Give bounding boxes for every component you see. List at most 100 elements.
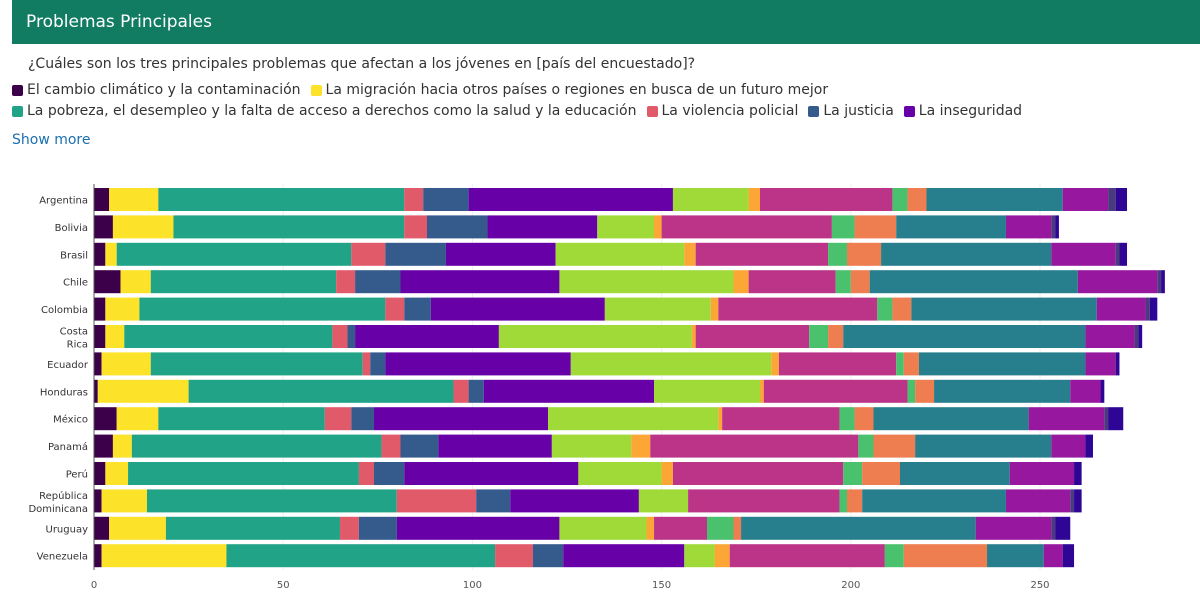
bar-segment[interactable] bbox=[555, 242, 685, 266]
bar-segment[interactable] bbox=[324, 407, 352, 431]
bar-segment[interactable] bbox=[1028, 407, 1105, 431]
bar-segment[interactable] bbox=[94, 407, 117, 431]
bar-segment[interactable] bbox=[843, 325, 1086, 348]
bar-segment[interactable] bbox=[672, 188, 749, 211]
bar-segment[interactable] bbox=[94, 516, 110, 540]
bar-segment[interactable] bbox=[1085, 352, 1116, 376]
bar-segment[interactable] bbox=[404, 215, 427, 239]
bar-segment[interactable] bbox=[1074, 462, 1082, 485]
bar-segment[interactable] bbox=[105, 242, 117, 266]
bar-segment[interactable] bbox=[850, 270, 870, 294]
bar-segment[interactable] bbox=[476, 489, 511, 513]
bar-segment[interactable] bbox=[1100, 379, 1105, 403]
bar-segment[interactable] bbox=[351, 407, 375, 431]
bar-segment[interactable] bbox=[94, 379, 98, 403]
bar-segment[interactable] bbox=[707, 516, 734, 540]
bar-segment[interactable] bbox=[881, 242, 1052, 266]
bar-segment[interactable] bbox=[654, 516, 708, 540]
bar-segment[interactable] bbox=[1070, 489, 1075, 513]
bar-segment[interactable] bbox=[94, 270, 121, 294]
bar-segment[interactable] bbox=[94, 462, 106, 485]
bar-segment[interactable] bbox=[839, 489, 848, 513]
bar-segment[interactable] bbox=[718, 297, 878, 321]
bar-segment[interactable] bbox=[915, 379, 935, 403]
bar-segment[interactable] bbox=[165, 516, 340, 540]
bar-segment[interactable] bbox=[226, 544, 496, 568]
bar-segment[interactable] bbox=[1077, 270, 1158, 294]
bar-segment[interactable] bbox=[1062, 188, 1109, 211]
bar-segment[interactable] bbox=[771, 352, 779, 376]
bar-segment[interactable] bbox=[551, 434, 632, 458]
bar-segment[interactable] bbox=[188, 379, 454, 403]
legend-item[interactable]: La migración hacia otros países o region… bbox=[310, 82, 828, 98]
bar-segment[interactable] bbox=[661, 215, 832, 239]
bar-segment[interactable] bbox=[835, 270, 851, 294]
bar-segment[interactable] bbox=[101, 544, 227, 568]
bar-segment[interactable] bbox=[934, 379, 1071, 403]
bar-segment[interactable] bbox=[97, 379, 189, 403]
bar-segment[interactable] bbox=[1134, 325, 1139, 348]
bar-segment[interactable] bbox=[831, 215, 855, 239]
bar-segment[interactable] bbox=[468, 188, 673, 211]
bar-segment[interactable] bbox=[128, 462, 359, 485]
legend-item[interactable]: La inseguridad bbox=[903, 103, 1022, 119]
bar-segment[interactable] bbox=[907, 188, 927, 211]
bar-segment[interactable] bbox=[445, 242, 556, 266]
bar-segment[interactable] bbox=[763, 379, 908, 403]
bar-segment[interactable] bbox=[1108, 188, 1116, 211]
bar-segment[interactable] bbox=[362, 352, 371, 376]
bar-segment[interactable] bbox=[101, 489, 147, 513]
bar-segment[interactable] bbox=[828, 242, 848, 266]
bar-segment[interactable] bbox=[695, 242, 829, 266]
bar-segment[interactable] bbox=[487, 215, 598, 239]
bar-segment[interactable] bbox=[570, 352, 772, 376]
bar-segment[interactable] bbox=[355, 270, 401, 294]
bar-segment[interactable] bbox=[101, 352, 151, 376]
bar-segment[interactable] bbox=[124, 325, 333, 348]
bar-segment[interactable] bbox=[453, 379, 469, 403]
bar-segment[interactable] bbox=[94, 297, 106, 321]
bar-segment[interactable] bbox=[426, 215, 488, 239]
bar-segment[interactable] bbox=[869, 270, 1078, 294]
bar-segment[interactable] bbox=[858, 434, 874, 458]
bar-segment[interactable] bbox=[877, 297, 893, 321]
bar-segment[interactable] bbox=[578, 462, 662, 485]
bar-segment[interactable] bbox=[1051, 434, 1086, 458]
bar-segment[interactable] bbox=[733, 270, 749, 294]
bar-segment[interactable] bbox=[332, 325, 348, 348]
bar-segment[interactable] bbox=[94, 242, 106, 266]
bar-segment[interactable] bbox=[548, 407, 719, 431]
bar-segment[interactable] bbox=[1062, 544, 1075, 568]
bar-segment[interactable] bbox=[468, 379, 484, 403]
bar-segment[interactable] bbox=[116, 407, 159, 431]
bar-segment[interactable] bbox=[987, 544, 1044, 568]
bar-segment[interactable] bbox=[1085, 325, 1135, 348]
bar-segment[interactable] bbox=[430, 297, 605, 321]
bar-segment[interactable] bbox=[94, 325, 106, 348]
bar-segment[interactable] bbox=[631, 434, 651, 458]
bar-segment[interactable] bbox=[158, 407, 325, 431]
bar-segment[interactable] bbox=[396, 489, 477, 513]
bar-segment[interactable] bbox=[116, 242, 352, 266]
bar-segment[interactable] bbox=[150, 352, 363, 376]
bar-segment[interactable] bbox=[809, 325, 829, 348]
bar-segment[interactable] bbox=[495, 544, 533, 568]
bar-segment[interactable] bbox=[975, 516, 1052, 540]
bar-segment[interactable] bbox=[1138, 325, 1143, 348]
legend-item[interactable]: La pobreza, el desempleo y la falta de a… bbox=[12, 103, 637, 119]
bar-segment[interactable] bbox=[94, 489, 102, 513]
bar-segment[interactable] bbox=[691, 325, 696, 348]
bar-segment[interactable] bbox=[158, 188, 405, 211]
bar-segment[interactable] bbox=[896, 215, 1006, 239]
bar-segment[interactable] bbox=[722, 407, 840, 431]
bar-segment[interactable] bbox=[748, 188, 760, 211]
bar-segment[interactable] bbox=[400, 434, 439, 458]
bar-segment[interactable] bbox=[112, 434, 132, 458]
bar-segment[interactable] bbox=[873, 407, 1029, 431]
bar-segment[interactable] bbox=[374, 407, 549, 431]
bar-segment[interactable] bbox=[358, 516, 397, 540]
bar-segment[interactable] bbox=[347, 325, 356, 348]
bar-segment[interactable] bbox=[828, 325, 844, 348]
bar-segment[interactable] bbox=[684, 544, 715, 568]
bar-segment[interactable] bbox=[559, 516, 647, 540]
